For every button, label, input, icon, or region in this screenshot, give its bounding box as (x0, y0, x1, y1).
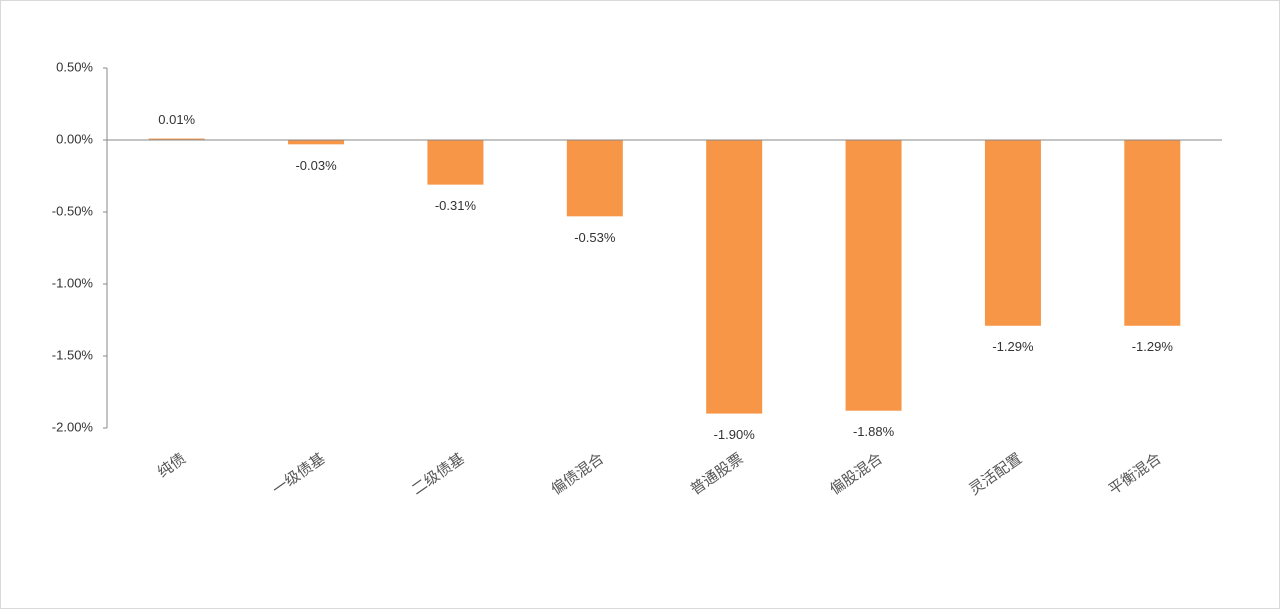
x-tick-label: 二级债基 (409, 450, 468, 498)
x-tick-label: 纯债 (155, 450, 189, 481)
data-label: -1.29% (992, 339, 1034, 354)
bar (566, 140, 623, 217)
x-tick-label: 一级债基 (269, 450, 328, 498)
data-label: -1.90% (714, 427, 756, 442)
x-tick-label: 平衡混合 (1106, 450, 1165, 498)
x-tick-label: 偏债混合 (548, 450, 607, 498)
data-label: -0.03% (295, 158, 337, 173)
x-tick-label: 灵活配置 (966, 450, 1025, 498)
y-tick-label: 0.00% (56, 131, 93, 146)
y-tick-label: -1.00% (52, 275, 94, 290)
data-label: -0.53% (574, 230, 616, 245)
y-tick-label: -0.50% (52, 203, 94, 218)
x-tick-label: 偏股混合 (827, 450, 886, 498)
y-tick-label: 0.50% (56, 59, 93, 74)
data-label: -1.29% (1132, 339, 1174, 354)
y-tick-label: -2.00% (52, 419, 94, 434)
data-label: 0.01% (158, 112, 195, 127)
data-label: -1.88% (853, 424, 895, 439)
bar (148, 138, 205, 140)
bar (288, 140, 345, 145)
x-tick-label: 普通股票 (688, 450, 747, 498)
bar (427, 140, 484, 185)
bar (1124, 140, 1181, 326)
bar (845, 140, 902, 411)
bar (984, 140, 1041, 326)
bar (706, 140, 763, 414)
y-tick-label: -1.50% (52, 347, 94, 362)
data-label: -0.31% (435, 198, 477, 213)
